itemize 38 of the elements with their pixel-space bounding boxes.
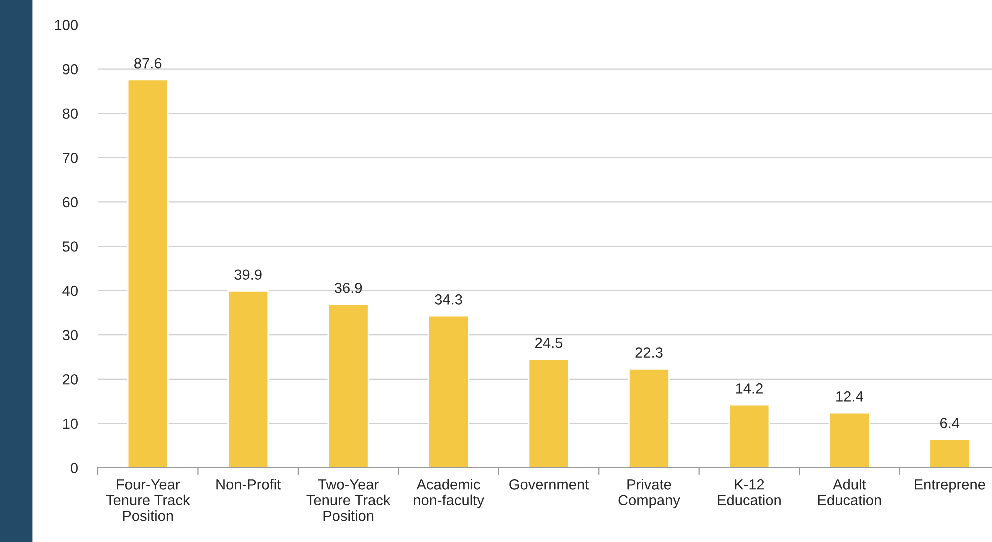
data-label: 24.5 — [536, 338, 563, 348]
data-label: 87.6 — [134, 58, 162, 69]
y-tick-label: 40 — [62, 286, 78, 296]
x-tick-label: Adult Education — [818, 479, 882, 506]
x-tick-label: Four-Year Tenure Track Position — [106, 480, 190, 522]
x-tick-label: Entreprene — [915, 480, 986, 493]
x-tick-label: Non-Profit — [216, 479, 282, 490]
y-tick-label: 10 — [63, 418, 78, 430]
bar — [328, 304, 370, 468]
y-tick-label: 80 — [62, 108, 78, 120]
data-label: 34.3 — [435, 294, 462, 305]
data-label: 22.3 — [636, 348, 663, 358]
bar — [929, 438, 971, 468]
x-tick-label: K-12 Education — [718, 479, 781, 506]
y-tick-label: 70 — [63, 153, 78, 164]
y-tick-label: 50 — [62, 242, 78, 252]
bar — [228, 290, 270, 468]
data-label: 36.9 — [334, 282, 362, 294]
bar — [528, 358, 570, 468]
data-label: 12.4 — [836, 392, 864, 402]
x-tick-label: Academic non-faculty — [414, 479, 484, 508]
y-tick-label: 90 — [63, 64, 78, 75]
y-tick-label: 30 — [62, 330, 78, 341]
y-tick-label: 0 — [71, 463, 78, 474]
bar — [828, 412, 870, 468]
y-tick-label: 100 — [55, 20, 78, 30]
data-label: 39.9 — [234, 270, 262, 280]
bar — [728, 404, 770, 468]
y-tick-label: 20 — [63, 374, 78, 385]
data-label: 14.2 — [736, 384, 763, 394]
y-tick-label: 60 — [63, 197, 78, 208]
x-tick-label: Government — [510, 479, 590, 490]
bar — [628, 368, 670, 468]
x-tick-label: Two-Year Tenure Track Position — [306, 480, 391, 522]
data-label: 6.4 — [940, 418, 960, 428]
bar — [127, 79, 169, 468]
x-tick-label: Private Company — [618, 479, 680, 508]
bar — [428, 315, 470, 468]
